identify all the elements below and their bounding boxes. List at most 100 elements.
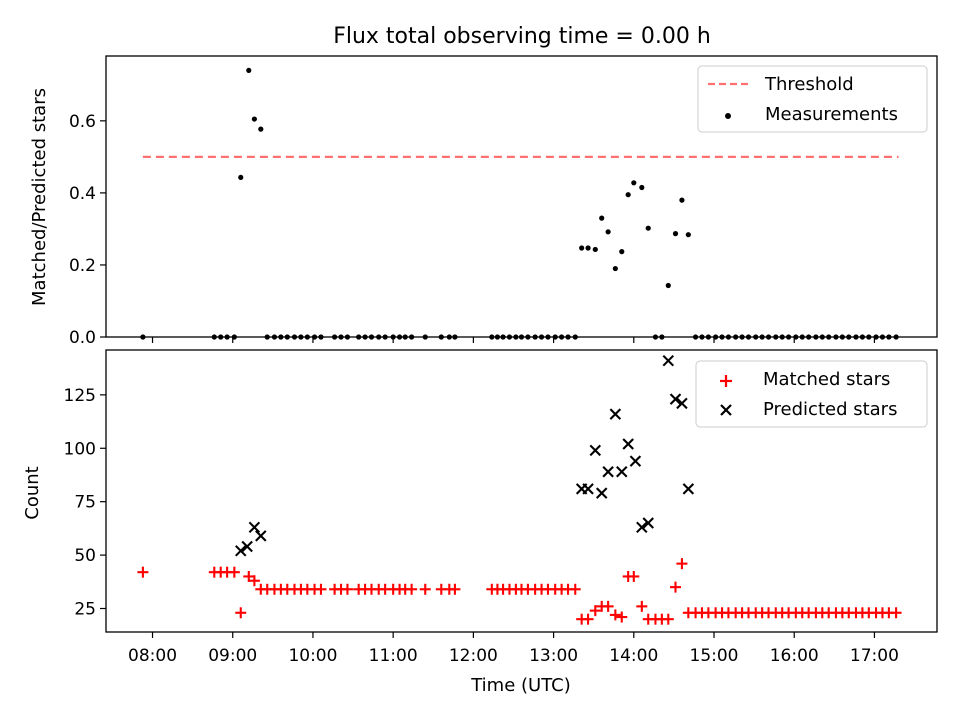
count-xtick-label: 14:00 xyxy=(609,646,658,666)
ratio-legend: Threshold Measurements xyxy=(697,65,928,133)
count-legend-box xyxy=(695,360,928,428)
predicted-star-point xyxy=(622,438,634,450)
matched-star-point xyxy=(670,581,682,593)
ratio-panel: 0.0 0.2 0.4 0.6 Matched/Predicted stars Thr… xyxy=(29,55,938,348)
predicted-star-point xyxy=(235,545,247,557)
count-legend: Matched stars Predicted stars xyxy=(695,360,928,428)
measurement-point xyxy=(665,282,671,289)
measurement-point xyxy=(238,174,244,181)
matched-star-point xyxy=(569,583,581,595)
predicted-star-point xyxy=(582,483,594,495)
matched-star-point xyxy=(243,570,255,582)
predicted-star-point xyxy=(616,466,628,478)
matched-star-point xyxy=(137,566,149,578)
matched-star-point xyxy=(636,600,648,612)
matched-star-point xyxy=(235,607,247,619)
count-xtick-label: 16:00 xyxy=(770,646,819,666)
measurement-point xyxy=(585,245,591,251)
ratio-y-axis-label: Matched/Predicted stars xyxy=(29,88,50,306)
matched-star-point xyxy=(890,607,902,619)
predicted-star-point xyxy=(642,517,654,529)
predicted-star-point xyxy=(662,354,675,367)
predicted-star-point xyxy=(589,444,602,457)
matched-star-point xyxy=(419,583,431,595)
legend-predicted-label: Predicted stars xyxy=(763,399,897,420)
count-y-ticks: 25 50 75 100 125 xyxy=(64,386,106,620)
legend-matched-label: Matched stars xyxy=(763,369,890,390)
count-ytick-label: 50 xyxy=(74,546,96,566)
ratio-ytick-label: 0.2 xyxy=(69,256,96,276)
matched-star-point xyxy=(449,583,461,595)
count-xtick-label: 10:00 xyxy=(288,646,337,666)
predicted-star-point xyxy=(636,521,648,534)
legend-predicted-swatch xyxy=(720,404,732,416)
measurement-point xyxy=(672,231,679,237)
ratio-ytick-label: 0.6 xyxy=(69,112,96,132)
matched-star-point xyxy=(589,605,601,617)
matched-star-point xyxy=(228,566,240,578)
count-xtick-label: 11:00 xyxy=(369,646,418,666)
count-xtick-label: 17:00 xyxy=(850,646,899,666)
measurement-point xyxy=(605,229,611,235)
predicted-star-point xyxy=(255,530,267,542)
count-xtick-label: 12:00 xyxy=(449,646,498,666)
matched-star-point xyxy=(582,613,594,625)
predicted-star-point xyxy=(676,397,688,410)
measurement-point xyxy=(251,116,257,122)
ratio-plot-frame xyxy=(105,55,938,338)
count-x-ticks: 08:00 09:00 10:00 11:00 12:00 13:00 14:00 15:00… xyxy=(128,632,899,666)
measurement-point xyxy=(579,245,585,251)
count-plot-frame xyxy=(105,349,938,633)
count-xtick-label: 08:00 xyxy=(128,646,177,666)
matched-star-point xyxy=(248,575,260,587)
matched-star-point xyxy=(341,583,353,595)
ratio-legend-box xyxy=(697,65,928,133)
count-xtick-label: 15:00 xyxy=(690,646,739,666)
matched-star-point xyxy=(602,600,614,612)
legend-measurements-label: Measurements xyxy=(765,104,898,125)
matched-star-point xyxy=(406,583,418,595)
ratio-x-ticks xyxy=(151,337,876,343)
predicted-star-point xyxy=(609,408,622,420)
measurement-point xyxy=(599,215,605,221)
ratio-ytick-label: 0.4 xyxy=(69,184,96,204)
count-ytick-label: 125 xyxy=(64,386,96,406)
matched-star-point xyxy=(315,583,327,595)
measurement-point xyxy=(619,249,625,255)
count-panel: 25 50 75 100 125 08:00 09:00 10:00 11:00 12:00 13… xyxy=(22,349,938,696)
matched-star-point xyxy=(616,611,628,623)
measurement-point xyxy=(592,246,598,253)
measurement-point xyxy=(612,265,618,272)
measurement-point xyxy=(685,232,691,238)
legend-measurements-swatch xyxy=(725,113,731,119)
ratio-plot-content xyxy=(140,67,899,340)
count-ytick-label: 25 xyxy=(74,600,96,620)
count-plot-content xyxy=(137,354,902,625)
count-xtick-label: 13:00 xyxy=(529,646,578,666)
count-x-axis-label: Time (UTC) xyxy=(470,675,571,696)
figure-title: Flux total observing time = 0.00 h xyxy=(333,24,711,49)
measurement-point xyxy=(625,192,631,198)
matched-star-point xyxy=(609,609,621,621)
ratio-y-ticks: 0.0 0.2 0.4 0.6 xyxy=(69,112,106,348)
matched-star-point xyxy=(676,558,688,570)
predicted-star-point xyxy=(595,487,608,499)
predicted-star-point xyxy=(669,393,682,405)
count-ytick-label: 100 xyxy=(64,439,96,459)
legend-threshold-label: Threshold xyxy=(764,74,854,95)
predicted-star-point xyxy=(248,521,261,534)
predicted-star-point xyxy=(629,455,642,467)
matched-star-point xyxy=(662,613,674,625)
count-ytick-label: 75 xyxy=(74,493,96,513)
predicted-star-point xyxy=(602,466,614,478)
predicted-star-point xyxy=(682,483,695,495)
ratio-ytick-label: 0.0 xyxy=(69,328,96,348)
predicted-star-point xyxy=(241,540,253,553)
measurement-point xyxy=(639,184,645,191)
legend-matched-swatch xyxy=(720,375,732,387)
count-xtick-label: 09:00 xyxy=(208,646,257,666)
measurement-point xyxy=(246,67,252,74)
count-y-axis-label: Count xyxy=(22,466,43,519)
matched-star-point xyxy=(628,570,640,582)
